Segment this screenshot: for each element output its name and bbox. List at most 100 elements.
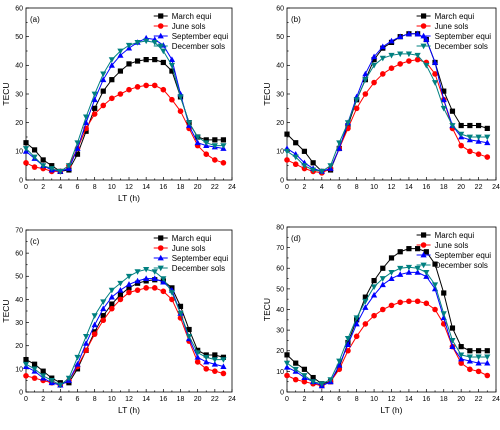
panel-4-point-june-sols (379, 306, 386, 313)
panel-2-point-march-equi (467, 122, 473, 129)
panel-1-point-march-equi (100, 88, 106, 94)
panel-3-y-tick-label: 60 (15, 251, 23, 258)
panel-3-point-march-equi (23, 357, 29, 363)
panel-3-point-december-sols (82, 334, 90, 340)
panel-1-point-march-equi (212, 137, 218, 143)
panel-1-point-december-sols (125, 42, 133, 49)
panel-4-series-december-sols (283, 264, 491, 387)
panel-4-y-tick-label: 20 (276, 348, 284, 355)
panel-1-point-march-equi (160, 59, 166, 66)
panel-4-x-tick-label: 0 (285, 396, 289, 403)
panel-2-point-september-equi (388, 37, 395, 44)
panel-1-x-tick-label: 12 (125, 184, 133, 191)
panel-2-point-december-sols (431, 80, 439, 86)
panel-4-x-tick-label: 2 (302, 396, 306, 403)
panel-2-point-september-equi (362, 70, 369, 77)
panel-4-y-tick-label: 30 (276, 328, 284, 335)
panel-2-point-september-equi (475, 138, 482, 144)
panel-1-point-march-equi (49, 163, 55, 169)
panel-2-point-march-equi (449, 108, 456, 114)
panel-3-y-tick-label: 20 (15, 343, 23, 350)
panel-1-point-december-sols (211, 143, 218, 149)
panel-3-point-september-equi (151, 275, 158, 281)
panel-3-point-september-equi (117, 286, 124, 293)
panel-1: 0 2 4 6 8 10 12 14 16 18 20 22 240102030405060TECULT… (1, 5, 236, 203)
panel-4-x-tick-label: 6 (337, 396, 341, 403)
panel-4-point-june-sols (397, 299, 404, 306)
panel-3-point-december-sols (125, 273, 133, 280)
panel-4-point-september-equi (466, 357, 473, 364)
panel-4-point-december-sols (431, 282, 439, 288)
panel-2-x-tick-label: 6 (337, 184, 341, 191)
panel-1-point-december-sols (177, 94, 184, 101)
panel-3-y-tick-label: 0 (19, 389, 23, 396)
panel-4-point-june-sols (292, 376, 299, 383)
panel-3-legend-marker-december-sols (157, 265, 164, 272)
panel-1-point-december-sols (74, 140, 81, 146)
panel-3-point-june-sols (169, 296, 175, 303)
panel-3-point-december-sols (134, 269, 141, 275)
panel-4-point-march-equi (293, 360, 299, 366)
panel-2-panel-label: (b) (291, 15, 301, 24)
panel-3-x-tick-label: 6 (76, 396, 80, 403)
panel-1-point-june-sols (134, 84, 141, 90)
panel-4-point-march-equi (310, 374, 316, 381)
panel-1-x-tick-label: 20 (194, 184, 202, 191)
panel-3-legend-label-september-equi: September equi (172, 254, 229, 263)
panel-4-point-december-sols (397, 265, 404, 272)
panel-2-point-june-sols (353, 105, 360, 112)
panel-1-line-june-sols (25, 84, 224, 172)
panel-4-point-december-sols (353, 315, 360, 321)
panel-3-x-tick-label: 2 (41, 396, 45, 403)
panel-4-y-tick-label: 80 (276, 224, 284, 231)
panel-1-point-march-equi (74, 151, 81, 157)
panel-4-point-december-sols (423, 269, 430, 276)
panel-1-point-june-sols (169, 96, 175, 103)
panel-2-point-september-equi (397, 33, 404, 40)
panel-1-point-march-equi (134, 58, 141, 64)
panel-3-legend-marker-march-equi (158, 235, 164, 241)
panel-3-point-september-equi (194, 354, 201, 360)
panel-3-point-march-equi (109, 301, 115, 307)
panel-2-point-september-equi (484, 139, 491, 146)
panel-4-point-september-equi (405, 269, 413, 275)
panel-2-point-march-equi (484, 125, 490, 131)
panel-1-point-december-sols (48, 166, 55, 172)
panel-4-x-tick-label: 4 (320, 396, 324, 403)
panel-3-point-december-sols (151, 269, 158, 275)
panel-2-legend-label-june-sols: June sols (435, 22, 469, 31)
panel-4-point-september-equi (353, 320, 360, 327)
panel-4-point-december-sols (362, 298, 369, 305)
panel-2-point-september-equi (370, 53, 378, 60)
panel-1-y-tick-label: 60 (15, 5, 23, 12)
panel-2-point-march-equi (293, 140, 299, 146)
panel-2-point-december-sols (405, 51, 413, 58)
panel-4-point-december-sols (327, 377, 334, 383)
panel-2-point-december-sols (327, 163, 334, 169)
panel-1-point-december-sols (117, 48, 124, 55)
panel-2-series-march-equi (284, 31, 490, 174)
panel-2-line-september-equi (286, 33, 488, 172)
panel-2-point-december-sols (344, 120, 352, 126)
panel-4-point-september-equi (379, 281, 386, 288)
panel-3-point-september-equi (143, 275, 150, 281)
panel-2-series-december-sols (283, 51, 491, 175)
panel-2-point-december-sols (484, 134, 491, 141)
panel-1-point-march-equi (203, 137, 209, 143)
panel-4-legend-marker-march-equi (420, 232, 427, 238)
panel-2-x-tick-label: 18 (440, 184, 448, 191)
panel-2-point-june-sols (458, 142, 464, 149)
panel-2-point-march-equi (475, 122, 482, 129)
panel-1-point-december-sols (57, 169, 64, 175)
panel-2-point-march-equi (371, 57, 377, 63)
panel-4-point-september-equi (449, 343, 456, 350)
panel-3-x-tick-label: 18 (177, 396, 185, 403)
panel-3-panel-label: (c) (30, 237, 40, 246)
panel-1-point-march-equi (220, 137, 227, 143)
panel-4-point-december-sols (379, 276, 386, 282)
panel-2-point-june-sols (406, 58, 412, 64)
panel-4-point-december-sols (292, 366, 299, 373)
panel-2-x-tick-label: 4 (320, 184, 324, 191)
panel-2-point-december-sols (353, 97, 360, 103)
